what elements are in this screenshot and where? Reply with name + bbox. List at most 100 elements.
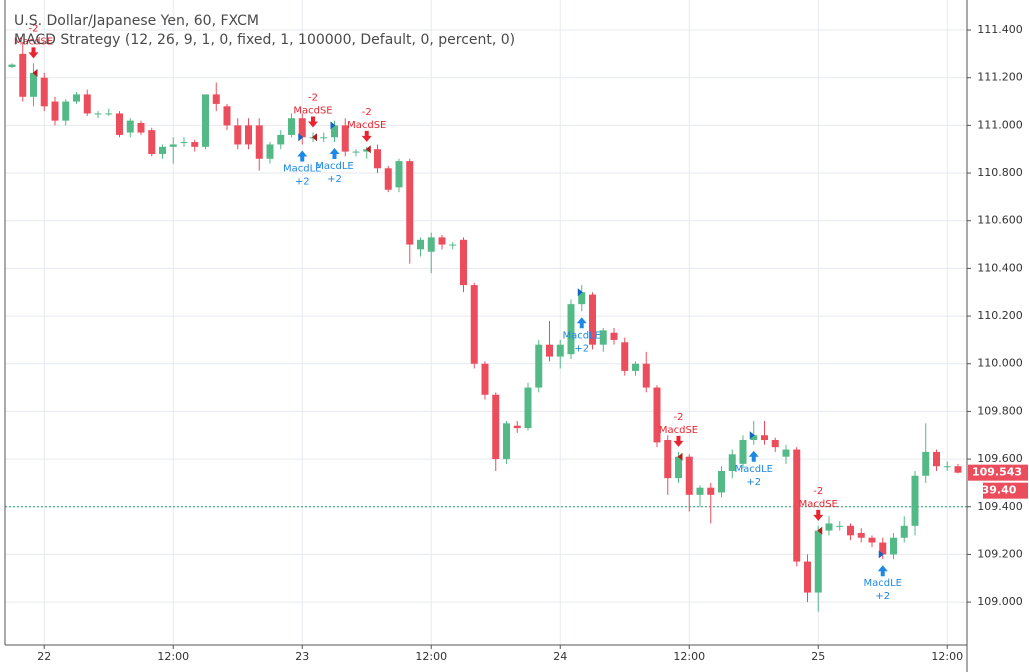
arrow-up	[877, 565, 888, 577]
signal-qty: -2	[29, 23, 39, 34]
entry-flag	[32, 68, 38, 77]
arrow-up	[329, 148, 340, 160]
candle-body	[890, 537, 897, 555]
candle-body	[105, 113, 113, 115]
candles	[8, 41, 962, 612]
last-price-badge	[968, 464, 1028, 481]
candle-body	[750, 435, 758, 441]
arrow-down	[813, 509, 824, 521]
chart-subtitle: MACD Strategy (12, 26, 9, 1, 0, fixed, 1…	[14, 32, 515, 48]
y-tick-label: 110.200	[977, 309, 1023, 322]
signal-qty: +2	[574, 343, 589, 354]
candle-body	[83, 94, 91, 114]
y-tick-label: 109.200	[977, 547, 1023, 560]
candle-body	[761, 435, 768, 441]
candle-body	[234, 125, 242, 145]
candle-body	[148, 130, 156, 154]
entry-flag	[298, 133, 304, 142]
candle-body	[8, 64, 16, 67]
entry-flag	[878, 550, 884, 559]
entry-flag	[577, 288, 583, 297]
candle-body	[900, 525, 908, 538]
candle-body	[19, 53, 27, 97]
candle-body	[642, 363, 650, 388]
signal-label: MacdLE	[315, 161, 354, 172]
y-tick-label: 109.800	[977, 404, 1023, 417]
candle-body	[868, 537, 876, 543]
candle-body	[782, 449, 790, 457]
candle-body	[395, 161, 403, 188]
candle-body	[331, 125, 338, 138]
grid	[5, 0, 967, 645]
candle-body	[771, 440, 779, 448]
candle-body	[223, 106, 231, 126]
y-tick-label: 111.400	[977, 23, 1023, 36]
candle-body	[739, 440, 747, 464]
candle-body	[610, 332, 618, 340]
candle-body	[911, 475, 919, 526]
x-tick-label: 12:00	[931, 650, 963, 663]
signal-label: MacdSE	[659, 425, 698, 436]
candle-body	[685, 456, 693, 495]
candle-body	[922, 451, 930, 476]
signal-label: MacdSE	[347, 120, 386, 131]
candle-body	[352, 151, 360, 153]
arrow-up	[748, 450, 759, 462]
signal-label: MacdSE	[799, 499, 838, 510]
candle-body	[245, 125, 252, 145]
last-price-label: 109.543	[972, 466, 1022, 479]
candle-body	[62, 101, 70, 121]
signal-qty: -2	[308, 93, 318, 104]
candle-body	[814, 530, 822, 593]
candle-body	[30, 72, 37, 97]
signal-qty: -2	[674, 412, 684, 423]
candle-body	[40, 77, 48, 107]
candle-body	[707, 487, 715, 495]
y-tick-label: 110.600	[977, 214, 1023, 227]
y-tick-label: 111.000	[977, 118, 1023, 131]
candle-body	[804, 561, 811, 593]
arrow-down	[308, 116, 318, 128]
entry-flag	[749, 431, 755, 440]
candle-body	[556, 344, 564, 357]
signal-label: MacdLE	[864, 578, 903, 589]
candle-body	[277, 134, 285, 145]
candle-body	[191, 142, 199, 147]
axes: 109.000 109.200 109.400 109.600 109.800 110.0…	[37, 23, 1028, 663]
candle-body	[320, 137, 328, 139]
signal-label: MacdSE	[14, 36, 53, 47]
candle-body	[857, 532, 865, 538]
x-tick-label: 12:00	[415, 650, 447, 663]
candle-body	[535, 344, 543, 388]
y-tick-label: 109.000	[977, 595, 1023, 608]
signal-label: MacdLE	[283, 163, 322, 174]
candle-body	[460, 239, 467, 286]
candle-body	[675, 456, 682, 479]
y-tick-label: 110.400	[977, 261, 1023, 274]
signal-label: MacdSE	[293, 106, 332, 117]
chart-title: U.S. Dollar/Japanese Yen, 60, FXCM	[14, 13, 259, 29]
candle-body	[255, 125, 263, 159]
arrow-up	[297, 150, 308, 162]
candle-body	[492, 394, 500, 460]
arrow-down	[361, 130, 372, 142]
candle-body	[793, 449, 801, 562]
candle-body	[481, 363, 489, 395]
candle-body	[718, 470, 725, 493]
arrow-up	[576, 317, 587, 329]
candle-body	[116, 113, 123, 135]
y-tick-label: 110.000	[977, 357, 1023, 370]
candle-body	[159, 146, 166, 154]
y-tick-label: 110.800	[977, 166, 1023, 179]
candle-body	[524, 387, 532, 429]
candle-body	[363, 149, 371, 152]
x-tick-label: 24	[553, 650, 567, 663]
candle-body	[438, 237, 446, 245]
candle-body	[503, 423, 510, 460]
entry-flag	[330, 121, 336, 130]
x-tick-label: 25	[811, 650, 825, 663]
candle-body	[212, 94, 220, 104]
candle-body	[73, 94, 80, 102]
x-tick-label: 12:00	[157, 650, 189, 663]
entry-flag	[677, 452, 683, 461]
